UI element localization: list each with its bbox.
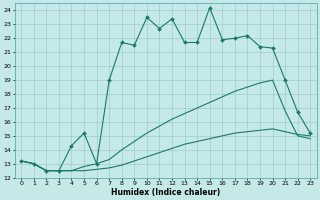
X-axis label: Humidex (Indice chaleur): Humidex (Indice chaleur) <box>111 188 220 197</box>
